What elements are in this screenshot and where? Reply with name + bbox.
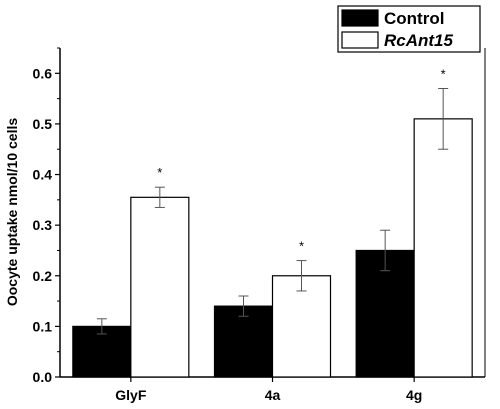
y-tick-label: 0.2 bbox=[33, 268, 53, 284]
x-category-label: GlyF bbox=[115, 387, 147, 403]
significance-marker: * bbox=[299, 239, 304, 254]
y-tick-label: 0.3 bbox=[33, 217, 53, 233]
legend-swatch bbox=[341, 31, 379, 49]
bar-rcant15-glyf bbox=[130, 196, 190, 378]
y-tick-label: 0.1 bbox=[33, 318, 53, 334]
x-axis-labels: GlyF 4a 4g bbox=[115, 377, 422, 403]
legend-swatch bbox=[341, 9, 379, 27]
significance-marker: * bbox=[441, 66, 446, 81]
legend-label: RcAnt15 bbox=[384, 31, 454, 50]
bar-rcant15-4a bbox=[271, 275, 332, 378]
bar-control-4g bbox=[355, 249, 415, 378]
error-bars bbox=[96, 87, 449, 335]
legend: Control RcAnt15 bbox=[337, 5, 481, 53]
y-axis-label: Oocyte uptake nmol/10 cells bbox=[4, 118, 20, 307]
legend-label: Control bbox=[384, 9, 444, 28]
y-tick-label: 0.4 bbox=[33, 167, 53, 183]
significance-marker: * bbox=[157, 165, 162, 180]
x-category-label: 4a bbox=[265, 387, 281, 403]
bar-control-glyf bbox=[72, 325, 132, 378]
y-tick-label: 0.5 bbox=[33, 116, 53, 132]
y-tick-label: 0.6 bbox=[33, 65, 53, 81]
chart-bars bbox=[72, 118, 473, 378]
y-axis-ticks: 0.0 0.1 0.2 0.3 0.4 0.5 0.6 bbox=[33, 47, 60, 385]
bar-rcant15-4g bbox=[413, 118, 473, 378]
y-tick-label: 0.0 bbox=[33, 369, 53, 385]
x-category-label: 4g bbox=[406, 387, 422, 403]
significance-annotations: * * * bbox=[157, 66, 445, 253]
bar-control-4a bbox=[213, 305, 274, 378]
